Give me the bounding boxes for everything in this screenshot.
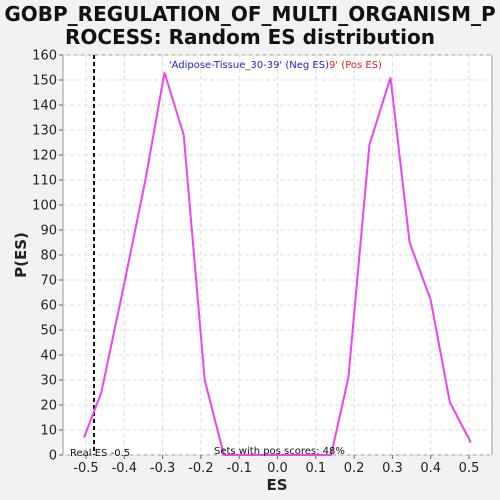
real-es-label: Real ES -0.5 — [70, 448, 130, 459]
y-tick-label: 160 — [32, 49, 57, 64]
chart-title-line2: ROCESS: Random ES distribution — [65, 25, 435, 49]
y-tick-label: 130 — [32, 124, 57, 139]
x-tick-label: 0.2 — [344, 461, 365, 476]
pos-scores-label: Sets with pos scores: 48% — [214, 446, 345, 457]
legend-neg-es: 'Adipose-Tissue_30-39' (Neg ES) — [169, 60, 329, 71]
x-axis-label: ES — [266, 476, 287, 494]
y-tick-label: 100 — [32, 199, 57, 214]
y-tick-label: 120 — [32, 149, 57, 164]
y-tick-label: 90 — [40, 224, 57, 239]
x-tick-label: -0.3 — [150, 461, 175, 476]
x-tick-label: 0.5 — [459, 461, 480, 476]
es-distribution-line — [83, 72, 472, 456]
legend-pos-es: 9' (Pos ES) — [329, 60, 382, 71]
y-tick-label: 30 — [40, 374, 57, 389]
y-tick-label: 140 — [32, 99, 57, 114]
x-tick-label: -0.4 — [112, 461, 137, 476]
y-tick-label: 70 — [40, 274, 57, 289]
y-tick-label: 40 — [40, 349, 57, 364]
y-tick-label: 0 — [49, 449, 57, 464]
x-tick-label: 0.4 — [420, 461, 441, 476]
x-tick-label: -0.5 — [73, 461, 98, 476]
x-tick-label: -0.2 — [188, 461, 213, 476]
y-tick-label: 80 — [40, 249, 57, 264]
x-tick-label: 0.0 — [267, 461, 288, 476]
y-tick-label: 110 — [32, 174, 57, 189]
y-tick-label: 150 — [32, 74, 57, 89]
y-axis-ticks: 0 10 20 30 40 50 60 70 80 90 100 110 120 130 140 150 160 — [32, 49, 63, 464]
y-tick-label: 10 — [40, 424, 57, 439]
y-tick-label: 50 — [40, 324, 57, 339]
x-tick-label: 0.3 — [382, 461, 403, 476]
chart-title-line1: GOBP_REGULATION_OF_MULTI_ORGANISM_P — [4, 2, 495, 26]
x-tick-label: 0.1 — [305, 461, 326, 476]
grid — [63, 54, 492, 456]
x-tick-label: -0.1 — [227, 461, 252, 476]
y-tick-label: 20 — [40, 399, 57, 414]
y-axis-label: P(ES) — [12, 232, 30, 278]
x-axis-ticks: -0.5 -0.4 -0.3 -0.2 -0.1 0.0 0.1 0.2 0.3 0.4 0.5 — [73, 455, 479, 476]
y-tick-label: 60 — [40, 299, 57, 314]
